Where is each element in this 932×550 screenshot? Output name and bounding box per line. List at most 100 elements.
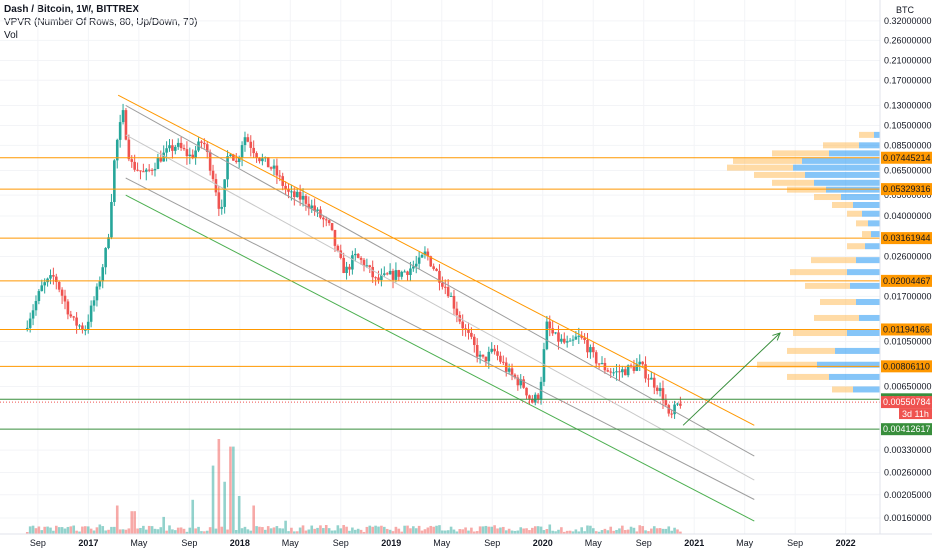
candle-up: [229, 154, 232, 157]
candle-down: [142, 171, 145, 173]
volume-bar: [441, 530, 444, 534]
volume-bar: [60, 527, 64, 534]
candle-up: [28, 318, 32, 328]
volume-bar: [28, 526, 32, 534]
candle-down: [249, 141, 253, 148]
candle-up: [110, 201, 113, 238]
candle-down: [159, 157, 163, 162]
volume-bar: [43, 526, 46, 534]
candle-up: [290, 191, 293, 193]
volume-bar: [403, 525, 406, 534]
volume-bar: [168, 525, 171, 534]
candle-up: [174, 146, 177, 151]
volume-label[interactable]: Vol: [4, 30, 18, 41]
candle-down: [475, 345, 479, 357]
countdown-label: 3d 11h: [902, 409, 929, 419]
candle-down: [57, 282, 61, 290]
level-label: 0.00806110: [883, 361, 930, 371]
candle-down: [278, 175, 282, 177]
volume-profile-down: [754, 171, 805, 178]
candle-up: [98, 281, 102, 287]
volume-bar: [49, 527, 52, 534]
candle-up: [153, 168, 157, 171]
candle-up: [107, 237, 110, 249]
axis-unit-label: BTC: [896, 5, 915, 15]
volume-bar: [545, 529, 549, 534]
volume-bar: [432, 526, 435, 534]
candle-down: [211, 170, 215, 180]
candle-up: [40, 285, 44, 292]
volume-bar: [499, 527, 502, 534]
volume-bar: [261, 527, 264, 534]
y-tick-label: 0.06500000: [884, 165, 932, 175]
volume-bar: [661, 528, 665, 534]
volume-bar: [121, 529, 125, 534]
volume-bar: [429, 525, 433, 534]
volume-bar: [548, 524, 552, 534]
candle-up: [420, 254, 424, 258]
volume-bar: [673, 527, 676, 534]
candle-down: [348, 266, 351, 270]
volume-bar: [618, 528, 621, 534]
volume-bar: [519, 527, 523, 534]
volume-bar: [263, 529, 267, 534]
candle-down: [327, 220, 331, 224]
candle-down: [502, 361, 505, 363]
volume-bar: [327, 528, 331, 534]
countdown-badge: [899, 408, 932, 420]
candle-down: [496, 351, 499, 356]
candle-down: [652, 377, 656, 388]
volume-profile-up: [850, 282, 880, 289]
candle-down: [481, 354, 485, 357]
volume-profile-up: [847, 269, 880, 276]
channel-line-mid: [125, 134, 755, 481]
volume-profile-down: [820, 299, 856, 306]
volume-bar: [458, 529, 462, 534]
candle-up: [176, 142, 180, 147]
volume-bar: [414, 528, 418, 534]
candle-down: [609, 371, 613, 373]
candle-down: [522, 379, 525, 388]
candle-down: [406, 271, 409, 275]
indicator-label[interactable]: VPVR (Number Of Rows, 80, Up/Down, 70): [4, 17, 198, 28]
candle-up: [400, 271, 404, 277]
candle-up: [589, 347, 592, 353]
candle-down: [342, 257, 345, 273]
volume-bar: [107, 529, 110, 534]
volume-bar: [597, 531, 601, 534]
candle-down: [339, 250, 343, 258]
candle-up: [383, 273, 386, 275]
candle-down: [452, 295, 456, 309]
candle-down: [670, 413, 673, 415]
candle-up: [612, 372, 615, 374]
volume-profile-up: [826, 186, 880, 193]
x-tick-label: 2017: [78, 538, 98, 548]
volume-bar: [571, 531, 575, 534]
volume-bar: [423, 529, 427, 534]
volume-bar: [560, 527, 563, 534]
volume-bar: [223, 481, 226, 534]
candle-down: [72, 316, 76, 318]
candle-down: [313, 205, 316, 211]
candle-up: [301, 195, 305, 200]
candle-down: [359, 257, 363, 260]
volume-profile-down: [757, 361, 817, 368]
volume-bar: [176, 527, 180, 534]
x-tick-label: May: [736, 538, 754, 548]
candle-down: [287, 188, 290, 192]
volume-bar: [298, 527, 302, 534]
volume-profile-up: [856, 257, 880, 264]
volume-bar: [667, 526, 671, 534]
candle-down: [632, 366, 636, 371]
volume-bar: [98, 524, 102, 534]
volume-bar: [304, 530, 308, 534]
candle-down: [139, 170, 142, 172]
y-tick-label: 0.01700000: [884, 291, 932, 301]
volume-bar: [200, 531, 203, 534]
volume-bar: [670, 530, 673, 534]
volume-bar: [420, 530, 424, 534]
candle-up: [121, 110, 125, 123]
candle-up: [554, 332, 557, 334]
x-tick-label: May: [282, 538, 300, 548]
